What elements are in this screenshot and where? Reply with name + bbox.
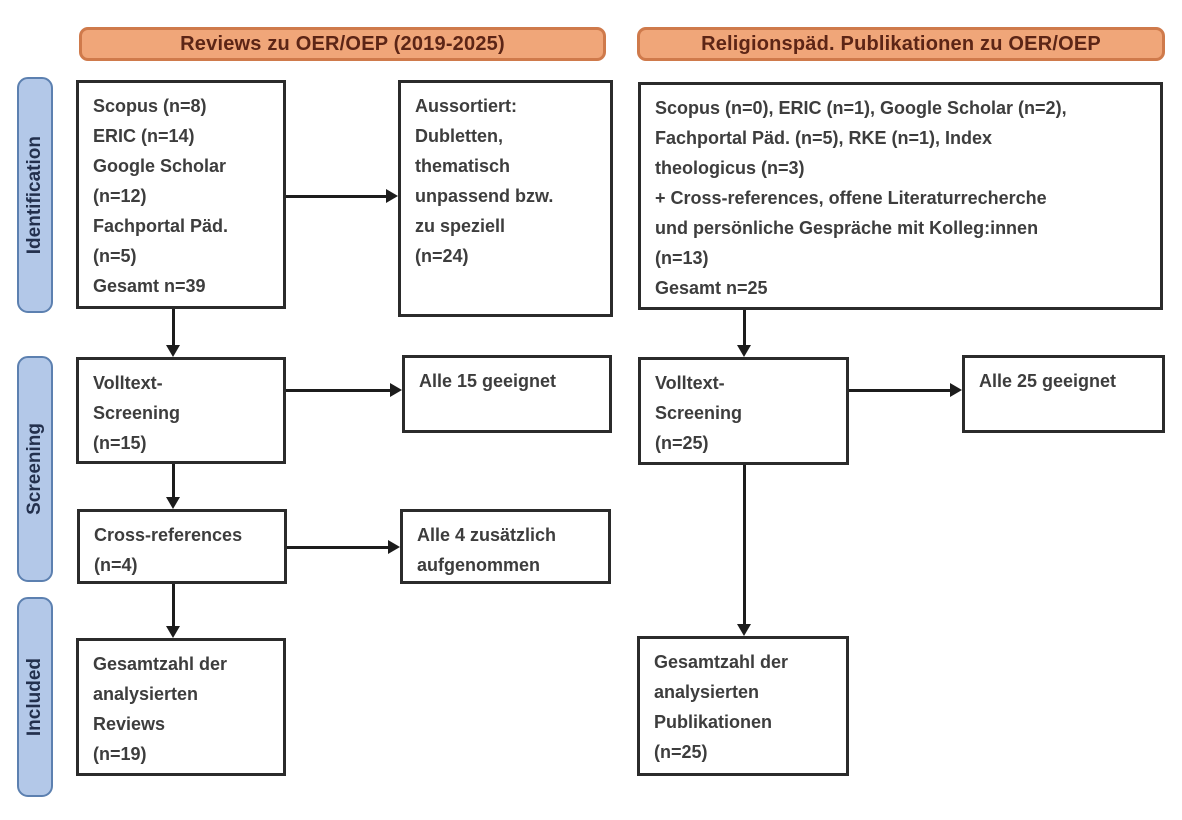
box-left-cross-references: Cross-references (n=4) (77, 509, 287, 584)
arrow-left-sources-to-excluded (286, 189, 398, 203)
arrow-shaft (742, 310, 746, 348)
arrow-left-sources-to-fulltext (166, 309, 180, 357)
arrow-shaft (171, 464, 175, 500)
box-left-excluded: Aussortiert: Dubletten, thematisch unpas… (398, 80, 613, 317)
stage-pill-screening-label: Screening (24, 423, 45, 515)
arrow-head (166, 626, 180, 638)
arrow-left-fulltext-to-result (286, 383, 402, 397)
box-left-cross-references-result: Alle 4 zusätzlich aufgenommen (400, 509, 611, 584)
arrow-left-fulltext-to-crossrefs (166, 464, 180, 509)
arrow-shaft (849, 388, 953, 392)
arrow-shaft (286, 388, 393, 392)
stage-pill-identification-label: Identification (24, 135, 45, 255)
arrow-right-sources-to-fulltext (737, 310, 751, 357)
stage-pill-included: Included (17, 597, 53, 797)
arrow-shaft (171, 584, 175, 629)
arrow-shaft (287, 545, 391, 549)
box-left-fulltext-screening: Volltext- Screening (n=15) (76, 357, 286, 464)
box-right-included-total: Gesamtzahl der analysierten Publikatione… (637, 636, 849, 776)
arrow-head (166, 345, 180, 357)
arrow-shaft (171, 309, 175, 348)
box-left-sources: Scopus (n=8) ERIC (n=14) Google Scholar … (76, 80, 286, 309)
stage-pill-screening: Screening (17, 356, 53, 582)
arrow-right-fulltext-to-included (737, 465, 751, 636)
arrow-head (737, 345, 751, 357)
arrow-left-crossrefs-to-result (287, 540, 400, 554)
box-left-included-total: Gesamtzahl der analysierten Reviews (n=1… (76, 638, 286, 776)
column-header-religionspaed-label: Religionspäd. Publikationen zu OER/OEP (701, 32, 1101, 55)
box-left-fulltext-result: Alle 15 geeignet (402, 355, 612, 433)
column-header-reviews: Reviews zu OER/OEP (2019-2025) (79, 27, 606, 61)
arrow-head (950, 383, 962, 397)
column-header-religionspaed: Religionspäd. Publikationen zu OER/OEP (637, 27, 1165, 61)
arrow-head (166, 497, 180, 509)
stage-pill-identification: Identification (17, 77, 53, 313)
arrow-right-fulltext-to-result (849, 383, 962, 397)
arrow-head (386, 189, 398, 203)
arrow-head (388, 540, 400, 554)
arrow-head (390, 383, 402, 397)
arrow-head (737, 624, 751, 636)
box-right-fulltext-screening: Volltext- Screening (n=25) (638, 357, 849, 465)
arrow-shaft (286, 194, 389, 198)
arrow-shaft (742, 465, 746, 627)
column-header-reviews-label: Reviews zu OER/OEP (2019-2025) (180, 32, 505, 55)
box-right-sources: Scopus (n=0), ERIC (n=1), Google Scholar… (638, 82, 1163, 310)
stage-pill-included-label: Included (24, 657, 45, 737)
arrow-left-crossrefs-to-included (166, 584, 180, 638)
box-right-fulltext-result: Alle 25 geeignet (962, 355, 1165, 433)
